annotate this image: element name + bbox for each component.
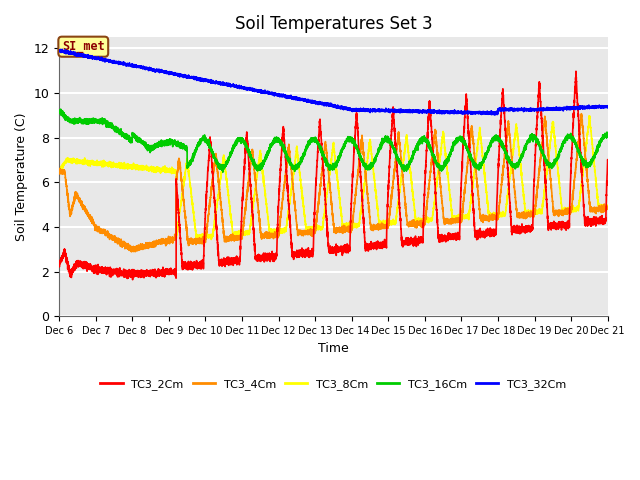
Text: SI_met: SI_met (62, 40, 105, 53)
Y-axis label: Soil Temperature (C): Soil Temperature (C) (15, 113, 28, 241)
X-axis label: Time: Time (318, 342, 349, 355)
Title: Soil Temperatures Set 3: Soil Temperatures Set 3 (235, 15, 432, 33)
Legend: TC3_2Cm, TC3_4Cm, TC3_8Cm, TC3_16Cm, TC3_32Cm: TC3_2Cm, TC3_4Cm, TC3_8Cm, TC3_16Cm, TC3… (96, 375, 571, 395)
